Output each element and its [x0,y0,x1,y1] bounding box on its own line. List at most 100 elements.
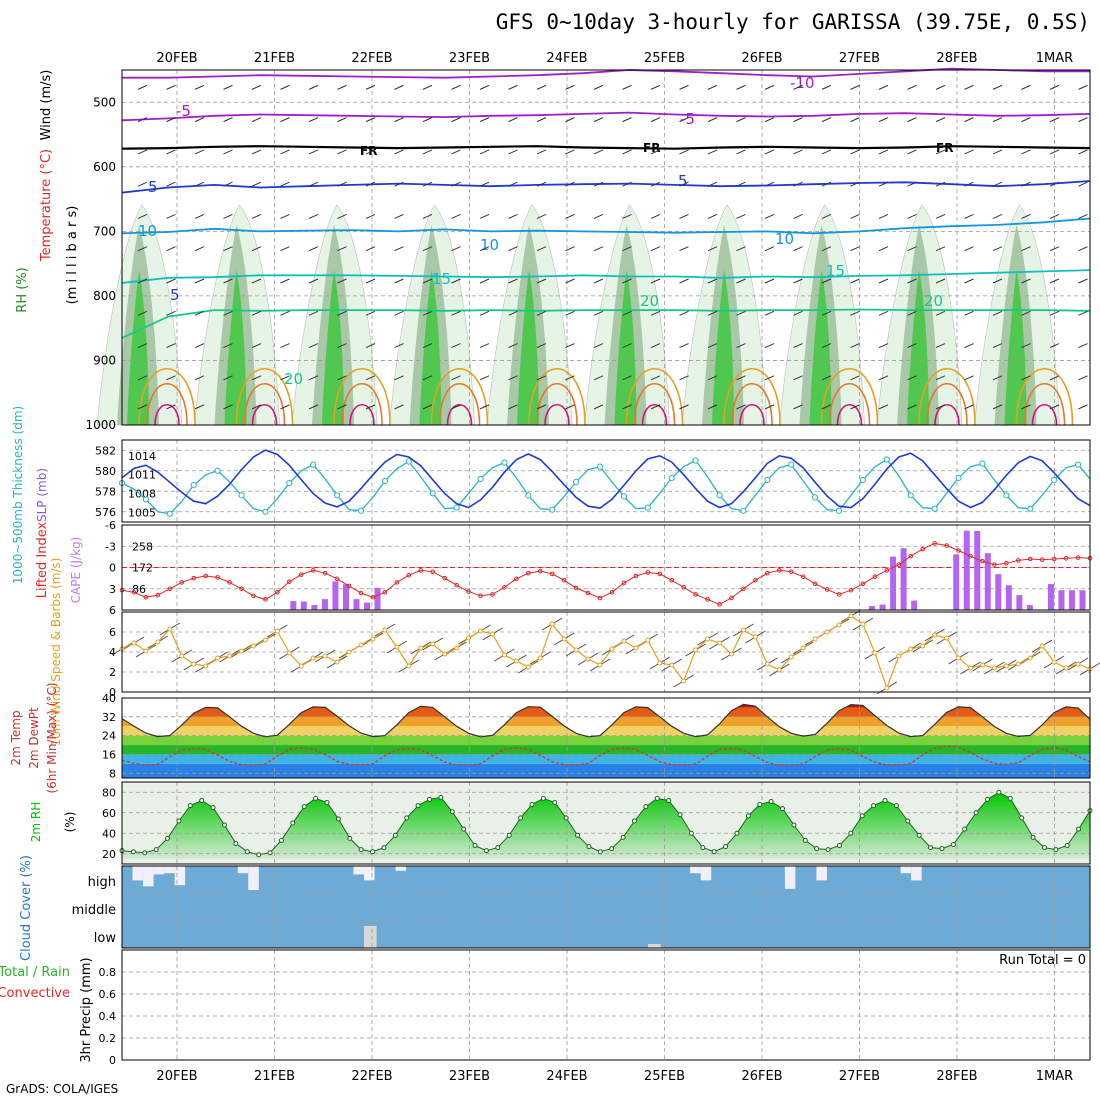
wind-point [1063,665,1069,671]
thickness-point [835,507,843,514]
thickness-point [357,507,365,514]
wind-barb [964,310,974,316]
cloud-frame [121,865,1091,949]
wind-point [262,637,268,643]
thickness-point [955,474,962,482]
rh-point [1019,815,1025,821]
cape-frame [121,524,1091,611]
cape-bar [342,584,349,610]
li-point [836,592,842,597]
wind-point [645,637,651,643]
wind-barb [194,84,205,90]
wind-barb [451,84,461,90]
wind-point [1027,655,1033,661]
wind-barb [850,117,860,123]
rh-tick-label: 40 [102,827,116,840]
wind-barb [1021,117,1031,123]
date-label-bottom: 21FEB [254,1069,295,1084]
thickness-point [525,492,532,499]
wind-barb [679,213,689,219]
wind-point [1015,661,1021,667]
wind-barb [764,149,775,155]
wind-barb [878,278,889,284]
wind-point [956,655,962,661]
wind-barb [679,149,689,155]
rh-line [121,791,1091,856]
temp-band [122,763,1090,778]
cape-bar [953,554,960,610]
cape-bar [321,599,328,610]
wind-barb [308,213,319,219]
wind-barb [251,213,262,219]
wind-point [537,655,543,661]
li-tick-label: -3 [105,540,116,553]
slp-tick-label: 1014 [128,450,156,463]
wind-point [633,645,639,651]
thickness-tick-label: 580 [95,465,116,478]
slp-tick-label: 1008 [128,488,156,501]
wind-point [478,628,484,634]
wind-barb [935,213,946,219]
wind-barb [764,213,775,219]
cape-bar [1079,590,1086,610]
wind-barb [793,246,803,252]
rh-point [518,815,524,821]
wind-barb [479,84,490,90]
li-point [729,595,734,601]
wind-barb [935,343,946,349]
wind-barb [907,246,917,252]
wind-barb [821,310,832,316]
li-point [944,543,949,548]
wind-point [466,635,472,641]
rh-point [244,849,250,855]
panel-2m-rh: 20 40 60 80 2m RH (%) [29,781,1093,865]
isotherm-25-loop [723,368,781,426]
wind-barb [337,213,347,219]
isotherm-30-loop [731,383,773,426]
slp-line [121,449,1091,509]
wind-barb [793,181,803,187]
wind-barb [736,404,746,410]
rh-point [1076,826,1082,832]
precip-tick-label: 0.6 [99,988,117,1001]
wind-barb [992,84,1003,90]
li-point [681,585,686,590]
wind-barb [479,117,490,123]
rh-point [483,848,489,854]
wind-axis-label: Wind (m/s) [39,70,54,141]
wind-barb [1021,246,1031,252]
wind-point [501,652,507,658]
wind-barb [137,117,148,123]
wind-barb [622,181,632,187]
li-point [1063,555,1069,561]
rh-point [187,803,193,809]
rh-point [985,796,991,802]
li-point [788,569,794,575]
rh-point [210,805,216,811]
rh-point [426,796,432,802]
wind-point [669,662,675,668]
wind-point [609,646,615,652]
wind-barb [337,181,347,187]
rh-point [609,846,615,852]
thickness-point [381,477,389,485]
rh-point [472,843,478,849]
temp-tick-label: 32 [102,711,116,724]
li-point [705,597,710,602]
wind-barb [280,149,290,155]
wind-barb [964,246,974,252]
temp-line [121,703,1091,738]
wind-point [215,655,221,661]
wind-barb [422,278,433,284]
wind-point [860,621,866,627]
wind-barb [793,375,803,381]
isotherm-35-loop [349,404,375,426]
rh-point [267,850,273,856]
cloud-high-gap [143,866,154,887]
wind-barb [194,375,205,381]
wind-point [250,643,256,649]
wind-barb [907,213,917,219]
rh-point [233,841,239,846]
wind-barb [251,343,262,349]
li-point [179,580,185,585]
